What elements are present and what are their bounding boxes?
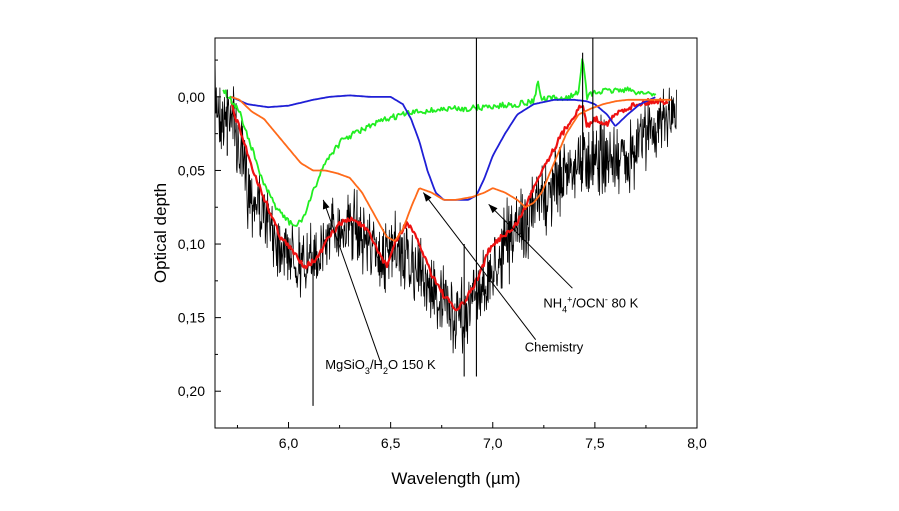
y-tick-label: 0,10 (178, 236, 205, 252)
series-line-orange-chemistry (231, 96, 672, 242)
annotation-arrowhead (423, 192, 432, 202)
annotation-arrowhead (322, 199, 330, 210)
x-tick-label: 8,0 (687, 435, 707, 451)
annotation-arrowhead (488, 204, 498, 214)
y-tick-label: 0,15 (178, 310, 205, 326)
x-tick-label: 7,0 (483, 435, 503, 451)
x-tick-label: 7,5 (585, 435, 605, 451)
series-line-red-fit (230, 98, 669, 312)
annotation-leader-line (488, 203, 573, 289)
series-layer (214, 38, 677, 406)
ticks-layer: 6,0 6,5 7,0 7,5 8,0 0,00 0,05 0,10 0,15 0,20 (178, 59, 707, 451)
x-tick-label: 6,0 (279, 435, 299, 451)
x-axis-title: Wavelength (µm) (391, 469, 520, 488)
y-axis-title: Optical depth (151, 183, 170, 283)
annotations-layer: MgSiO3/H2O 150 K Chemistry NH4+/OCN- 80 K (322, 192, 639, 376)
annotation-leader-line (322, 199, 381, 362)
y-tick-label: 0,20 (178, 383, 205, 399)
x-tick-label: 6,5 (381, 435, 401, 451)
plot-frame (214, 37, 698, 429)
annotation-leader-line (422, 192, 537, 341)
annotation-label: Chemistry (525, 339, 584, 354)
y-tick-label: 0,05 (178, 162, 205, 178)
annotation-label: MgSiO3/H2O 150 K (325, 357, 436, 376)
annotation-label: NH4+/OCN- 80 K (543, 294, 638, 314)
y-tick-label: 0,00 (178, 89, 205, 105)
series-line-green-mgsio3 (222, 58, 657, 227)
